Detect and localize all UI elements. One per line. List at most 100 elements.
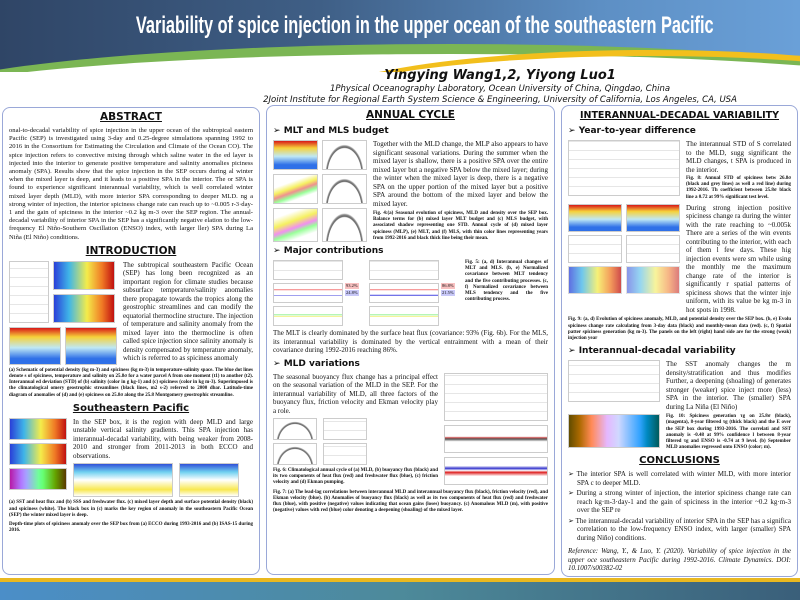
mld-text: The seasonal buoyancy flux change has a … — [273, 372, 438, 415]
interannual-text-2: During strong injection positive spicine… — [686, 203, 791, 314]
arrow-bullet-icon: ➢ — [273, 126, 284, 136]
conclusion-item: ➢ The interior SPA is well correlated wi… — [568, 470, 791, 487]
introduction-caption: (a) Schematic of potential density (kg m… — [9, 367, 253, 398]
sub-interannual-decadal: ➢ Interannual-decadal variability — [568, 346, 736, 357]
pct-label: 24.8% — [345, 290, 359, 297]
fig-buoyancy-flux-anomaly — [444, 424, 548, 453]
middle-panel: ANNUAL CYCLE ➢ MLT and MLS budget Togeth… — [266, 105, 555, 575]
fig4-caption: Fig. 4:(a) Seasonal evolution of spicine… — [373, 211, 548, 241]
fig-mlt-minor-terms — [273, 306, 343, 327]
fig-mlt-cycle — [322, 174, 367, 204]
fig8-caption: Fig. 8: Annual STD of spiciness betw 26.… — [686, 176, 791, 200]
arrow-bullet-icon: ➢ — [568, 346, 579, 357]
fig-spiciness-std-map — [53, 293, 115, 323]
mlt-mls-row: Together with the MLD change, the MLP al… — [273, 140, 548, 242]
introduction-heading: INTRODUCTION — [85, 244, 177, 257]
arrow-bullet-icon: ➢ — [273, 246, 284, 257]
fig7-caption: Fig. 7: (a) The lead-lag correlations be… — [273, 489, 548, 514]
fig-mls-major-terms — [369, 283, 439, 304]
sep-caption-1: (a) SST and heat flux and (b) SSS and fr… — [9, 500, 253, 518]
footer-band — [0, 578, 800, 600]
sep-maps — [9, 417, 67, 490]
fig-salinity-propagation — [9, 326, 61, 365]
fig-buoyancy-cycle — [273, 443, 317, 466]
fig-friction-velocity — [323, 418, 367, 441]
fig-mld-anomaly — [444, 456, 548, 485]
introduction-text: The subtropical southeastern Pacific Oce… — [123, 260, 253, 363]
arrow-bullet-icon: ➢ — [568, 470, 574, 479]
left-panel: ABSTRACT onal-to-decadal variability of … — [2, 107, 260, 575]
interannual-heading: INTERANNUAL-DECADAL VARIABILITY — [579, 110, 780, 121]
year-to-year-row: The interannual STD of S correlated to t… — [568, 140, 791, 201]
fig-depth-time-isas — [179, 463, 239, 498]
conclusions-list: ➢ The interior SPA is well correlated wi… — [568, 470, 791, 544]
sub-major-contributions: ➢ Major contributions — [273, 246, 384, 257]
mld-enso-row: Fig. 10: Spiciness generation τg on 25.8… — [568, 414, 791, 451]
title-banner: Variability of spice injection in the up… — [0, 0, 800, 72]
fig-mld-cycle — [273, 418, 317, 441]
fig-mls-std — [369, 260, 439, 281]
fig5-caption: Fig. 5: (a, d) Interannual changes of ML… — [465, 260, 548, 303]
fig-mls-budget — [273, 208, 318, 242]
introduction-figures — [9, 260, 117, 365]
conclusions-heading: CONCLUSIONS — [639, 455, 720, 467]
fig-depth-time-ecco — [73, 463, 173, 498]
fig10-caption: Fig. 10: Spiciness generation τg on 25.8… — [666, 414, 791, 451]
fig-mld-regressed-enso — [568, 414, 660, 449]
annual-cycle-heading: ANNUAL CYCLE — [366, 109, 455, 121]
sub-mlt-mls: ➢ MLT and MLS budget — [273, 126, 389, 136]
fig-sst-enso — [568, 360, 660, 403]
annual-text: Together with the MLD change, the MLP al… — [373, 140, 548, 208]
enso-row: The SST anomaly changes the m density/st… — [568, 360, 791, 411]
sep-caption-2: Depth-time plots of spiciness anomaly ov… — [9, 521, 253, 534]
pct-label: 21.5% — [441, 290, 455, 297]
mlt-mls-figures — [273, 140, 367, 242]
fig-spiciness-evolution-strong — [568, 203, 622, 232]
fig-mlt-budget — [273, 174, 318, 204]
fig-sss-map — [9, 442, 67, 465]
arrow-bullet-icon: ➢ — [568, 489, 574, 498]
mld-row: The seasonal buoyancy flux change has a … — [273, 372, 548, 487]
sep-text: In the SEP box, it is the region with de… — [73, 417, 253, 460]
fig9-caption: Fig. 9: (a, d) Evolution of spiciness an… — [568, 317, 791, 341]
fig6-caption: Fig. 6: Climatological annual cycle of (… — [273, 468, 438, 486]
abstract-heading: ABSTRACT — [100, 111, 162, 123]
right-panel: INTERANNUAL-DECADAL VARIABILITY ➢ Year-t… — [561, 105, 798, 577]
fig-mlt-major-terms — [273, 283, 343, 304]
arrow-bullet-icon: ➢ — [568, 126, 579, 136]
fig-mld-map — [9, 467, 67, 490]
arrow-bullet-icon: ➢ — [568, 516, 574, 525]
fig-mls-cycle — [322, 208, 367, 242]
abstract-text: onal-to-decadal variability of spice inj… — [9, 127, 253, 241]
interannual-text-3: The SST anomaly changes the m density/st… — [666, 360, 791, 411]
title-wrap: Variability of spice injection in the up… — [0, 12, 800, 40]
introduction-row: The subtropical southeastern Pacific Oce… — [9, 260, 253, 365]
major-contributions-row: 93.2% 24.8% 86.8% 21.5% Fig. 5: (a, d) Int… — [273, 260, 548, 327]
sub-mld-variations: ➢ MLD variations — [273, 358, 360, 369]
conclusion-item: ➢ The interannual-decadal variability of… — [568, 516, 792, 542]
reference: Reference: Wang, Y., & Luo, Y. (2020). V… — [568, 547, 791, 573]
fig-ekman-pumping — [323, 443, 367, 466]
fig-spiciness-generation-strong — [568, 265, 622, 294]
fig-annual-std-spiciness — [568, 140, 680, 196]
fig-spiciness-generation-weak — [626, 265, 680, 294]
fig-salinity-std-map — [53, 260, 115, 290]
arrow-bullet-icon: ➢ — [273, 358, 284, 369]
authors: Yingying Wang1,2, Yiyong Luo1 — [384, 68, 616, 83]
fig-spiciness-evolution-weak — [626, 203, 680, 232]
sub-year-to-year: ➢ Year-to-year difference — [568, 126, 696, 136]
affiliation-1: 1Physical Oceanography Laboratory, Ocean… — [329, 84, 671, 94]
fig-change-rate-strong — [568, 234, 622, 263]
poster-title: Variability of spice injection in the up… — [135, 12, 714, 39]
major-contributions-text: The MLT is clearly dominated by the surf… — [273, 329, 548, 355]
fig-ts-schematic — [9, 260, 49, 323]
injection-row: During strong injection positive spicine… — [568, 203, 791, 315]
conclusion-item: ➢ During a strong winter of injection, t… — [568, 489, 792, 515]
fig-sst-map — [9, 417, 67, 440]
fig-change-rate-weak — [626, 234, 680, 263]
sep-heading: Southeastern Pacific — [72, 402, 190, 414]
interannual-text-1: The interannual STD of S correlated to t… — [686, 140, 791, 174]
sep-row: In the SEP box, it is the region with de… — [9, 417, 253, 498]
yellow-swoosh — [300, 50, 800, 72]
fig-mlp-cycle — [322, 140, 367, 170]
